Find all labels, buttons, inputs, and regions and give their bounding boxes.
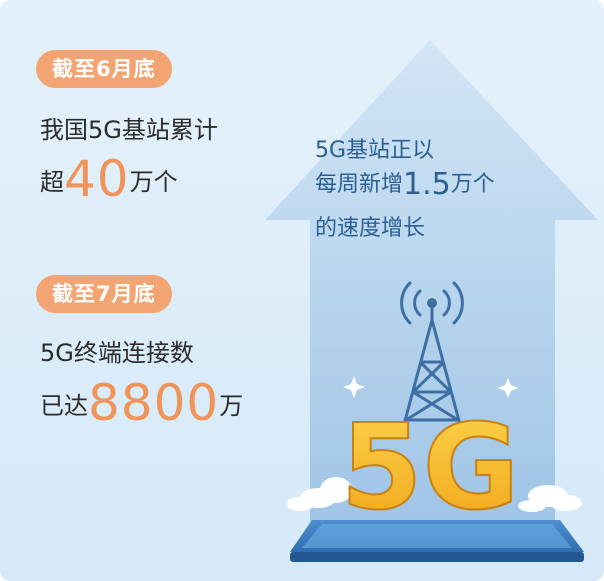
stat-label-terminals: 5G终端连接数 bbox=[40, 339, 194, 367]
growth-prefix: 每周新增 bbox=[315, 172, 404, 197]
signal-waves-icon bbox=[400, 281, 464, 325]
stat-prefix: 超 bbox=[40, 168, 64, 196]
up-arrow bbox=[265, 40, 598, 540]
date-badge-june: 截至6月底 bbox=[36, 50, 172, 88]
growth-number: 1.5 bbox=[403, 167, 451, 202]
tower-icon bbox=[400, 306, 464, 433]
growth-line-3: 的速度增长 bbox=[315, 216, 426, 241]
stat-number-terminals: 8800 bbox=[88, 374, 220, 432]
stat-unit: 万个 bbox=[129, 168, 178, 196]
stat-value-terminals: 已达8800万 bbox=[40, 374, 243, 432]
stat-prefix: 已达 bbox=[40, 392, 88, 420]
5g-logo: 5G bbox=[341, 398, 520, 536]
sparkle-icon bbox=[343, 376, 518, 398]
growth-unit: 万个 bbox=[450, 172, 495, 197]
stat-value-stations: 超40万个 bbox=[40, 150, 178, 208]
date-badge-july: 截至7月底 bbox=[36, 275, 172, 313]
stat-label-stations: 我国5G基站累计 bbox=[40, 116, 218, 144]
growth-line-1: 5G基站正以 bbox=[315, 138, 435, 163]
stat-number-stations: 40 bbox=[64, 150, 130, 208]
growth-line-2: 每周新增1.5万个 bbox=[315, 166, 495, 202]
phone-icon bbox=[290, 520, 584, 562]
stat-unit: 万 bbox=[219, 392, 244, 420]
cloud-icon bbox=[286, 477, 582, 512]
antenna-icon bbox=[427, 298, 437, 308]
